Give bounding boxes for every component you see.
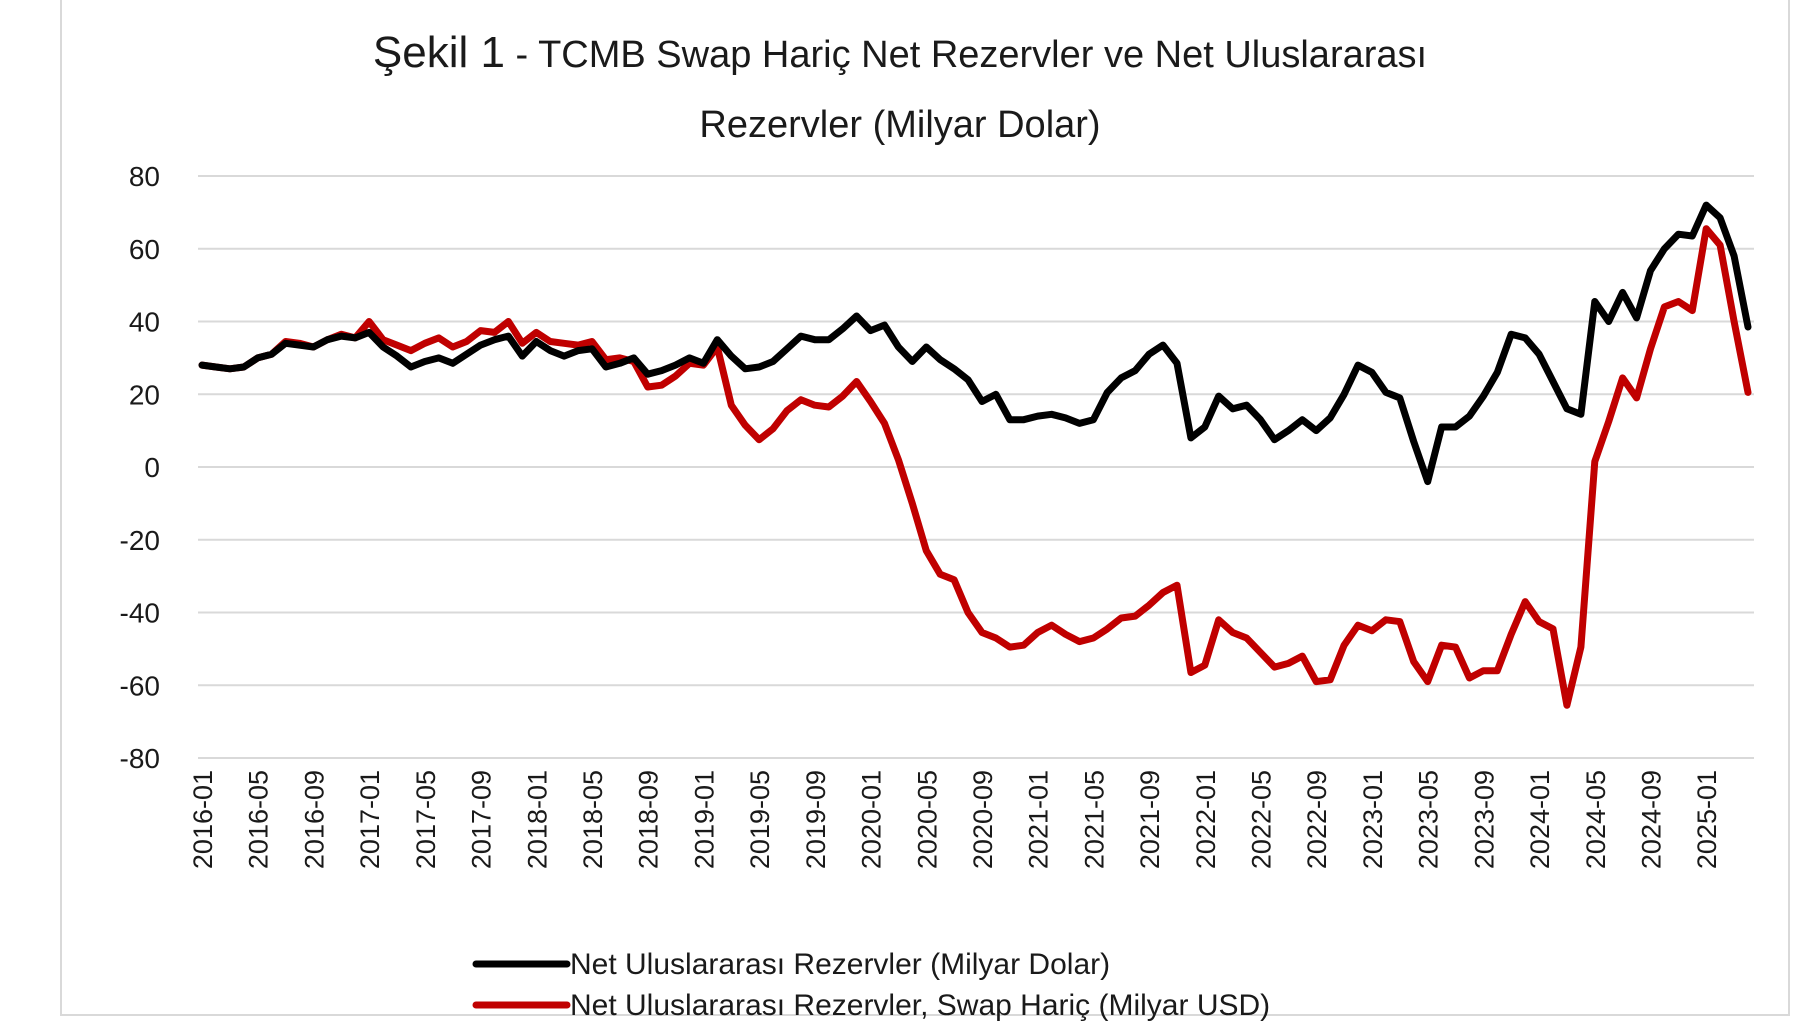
x-tick-label: 2019-05 <box>745 770 775 869</box>
x-tick-label: 2016-05 <box>244 770 274 869</box>
chart-frame <box>60 0 1790 1016</box>
x-tick-label: 2019-01 <box>689 770 719 869</box>
y-tick-label: -60 <box>120 670 160 701</box>
series-line-net-reserves <box>198 201 1752 486</box>
title-prefix: Şekil 1 <box>372 28 505 77</box>
title-line2: Rezervler (Milyar Dolar) <box>699 104 1101 146</box>
x-tick-label: 2020-09 <box>968 770 998 869</box>
legend-label: Net Uluslararası Rezervler, Swap Hariç (… <box>570 989 1270 1022</box>
chart-title: Şekil 1 - TCMB Swap Hariç Net Rezervler … <box>0 22 1800 156</box>
x-tick-label: 2024-01 <box>1525 770 1555 869</box>
y-tick-label: 20 <box>129 379 160 410</box>
y-tick-label: 60 <box>129 234 160 265</box>
x-tick-label: 2024-05 <box>1581 770 1611 869</box>
x-tick-label: 2018-05 <box>578 770 608 869</box>
y-tick-label: -40 <box>120 598 160 629</box>
x-tick-label: 2017-09 <box>467 770 497 869</box>
gridlines <box>198 175 1754 759</box>
y-tick-label: -80 <box>120 743 160 774</box>
x-tick-label: 2020-05 <box>912 770 942 869</box>
x-tick-label: 2025-01 <box>1692 770 1722 869</box>
x-tick-label: 2020-01 <box>857 770 887 869</box>
x-tick-label: 2016-01 <box>188 770 218 869</box>
x-axis-ticks: 2016-01 2016-05 2016-09 2017-01 2017-05 2017-… <box>188 770 1722 869</box>
x-tick-label: 2023-05 <box>1414 770 1444 869</box>
legend: Net Uluslararası Rezervler (Milyar Dolar… <box>472 948 1270 1022</box>
x-tick-label: 2019-09 <box>801 770 831 869</box>
y-tick-label: 0 <box>144 452 160 483</box>
x-tick-label: 2023-01 <box>1358 770 1388 869</box>
y-tick-label: 40 <box>129 307 160 338</box>
series-line-net-reserves-ex-swap <box>198 225 1752 709</box>
title-line1: - TCMB Swap Hariç Net Rezervler ve Net U… <box>504 34 1428 76</box>
x-tick-label: 2018-09 <box>634 770 664 869</box>
x-tick-label: 2022-05 <box>1247 770 1277 869</box>
x-tick-label: 2016-09 <box>299 770 329 869</box>
x-tick-label: 2021-09 <box>1135 770 1165 869</box>
x-tick-label: 2021-01 <box>1024 770 1054 869</box>
x-tick-label: 2023-09 <box>1469 770 1499 869</box>
legend-label: Net Uluslararası Rezervler (Milyar Dolar… <box>570 948 1110 981</box>
x-tick-label: 2024-09 <box>1637 770 1667 869</box>
x-tick-label: 2021-05 <box>1079 770 1109 869</box>
x-tick-label: 2022-09 <box>1302 770 1332 869</box>
x-tick-label: 2017-01 <box>355 770 385 869</box>
x-tick-label: 2018-01 <box>522 770 552 869</box>
x-tick-label: 2017-05 <box>411 770 441 869</box>
x-tick-label: 2022-01 <box>1191 770 1221 869</box>
y-tick-label: 80 <box>129 161 160 192</box>
y-tick-label: -20 <box>120 525 160 556</box>
series-lines <box>198 201 1752 709</box>
y-axis-ticks: 80 60 40 20 0 -20 -40 -60 -80 <box>120 161 160 774</box>
